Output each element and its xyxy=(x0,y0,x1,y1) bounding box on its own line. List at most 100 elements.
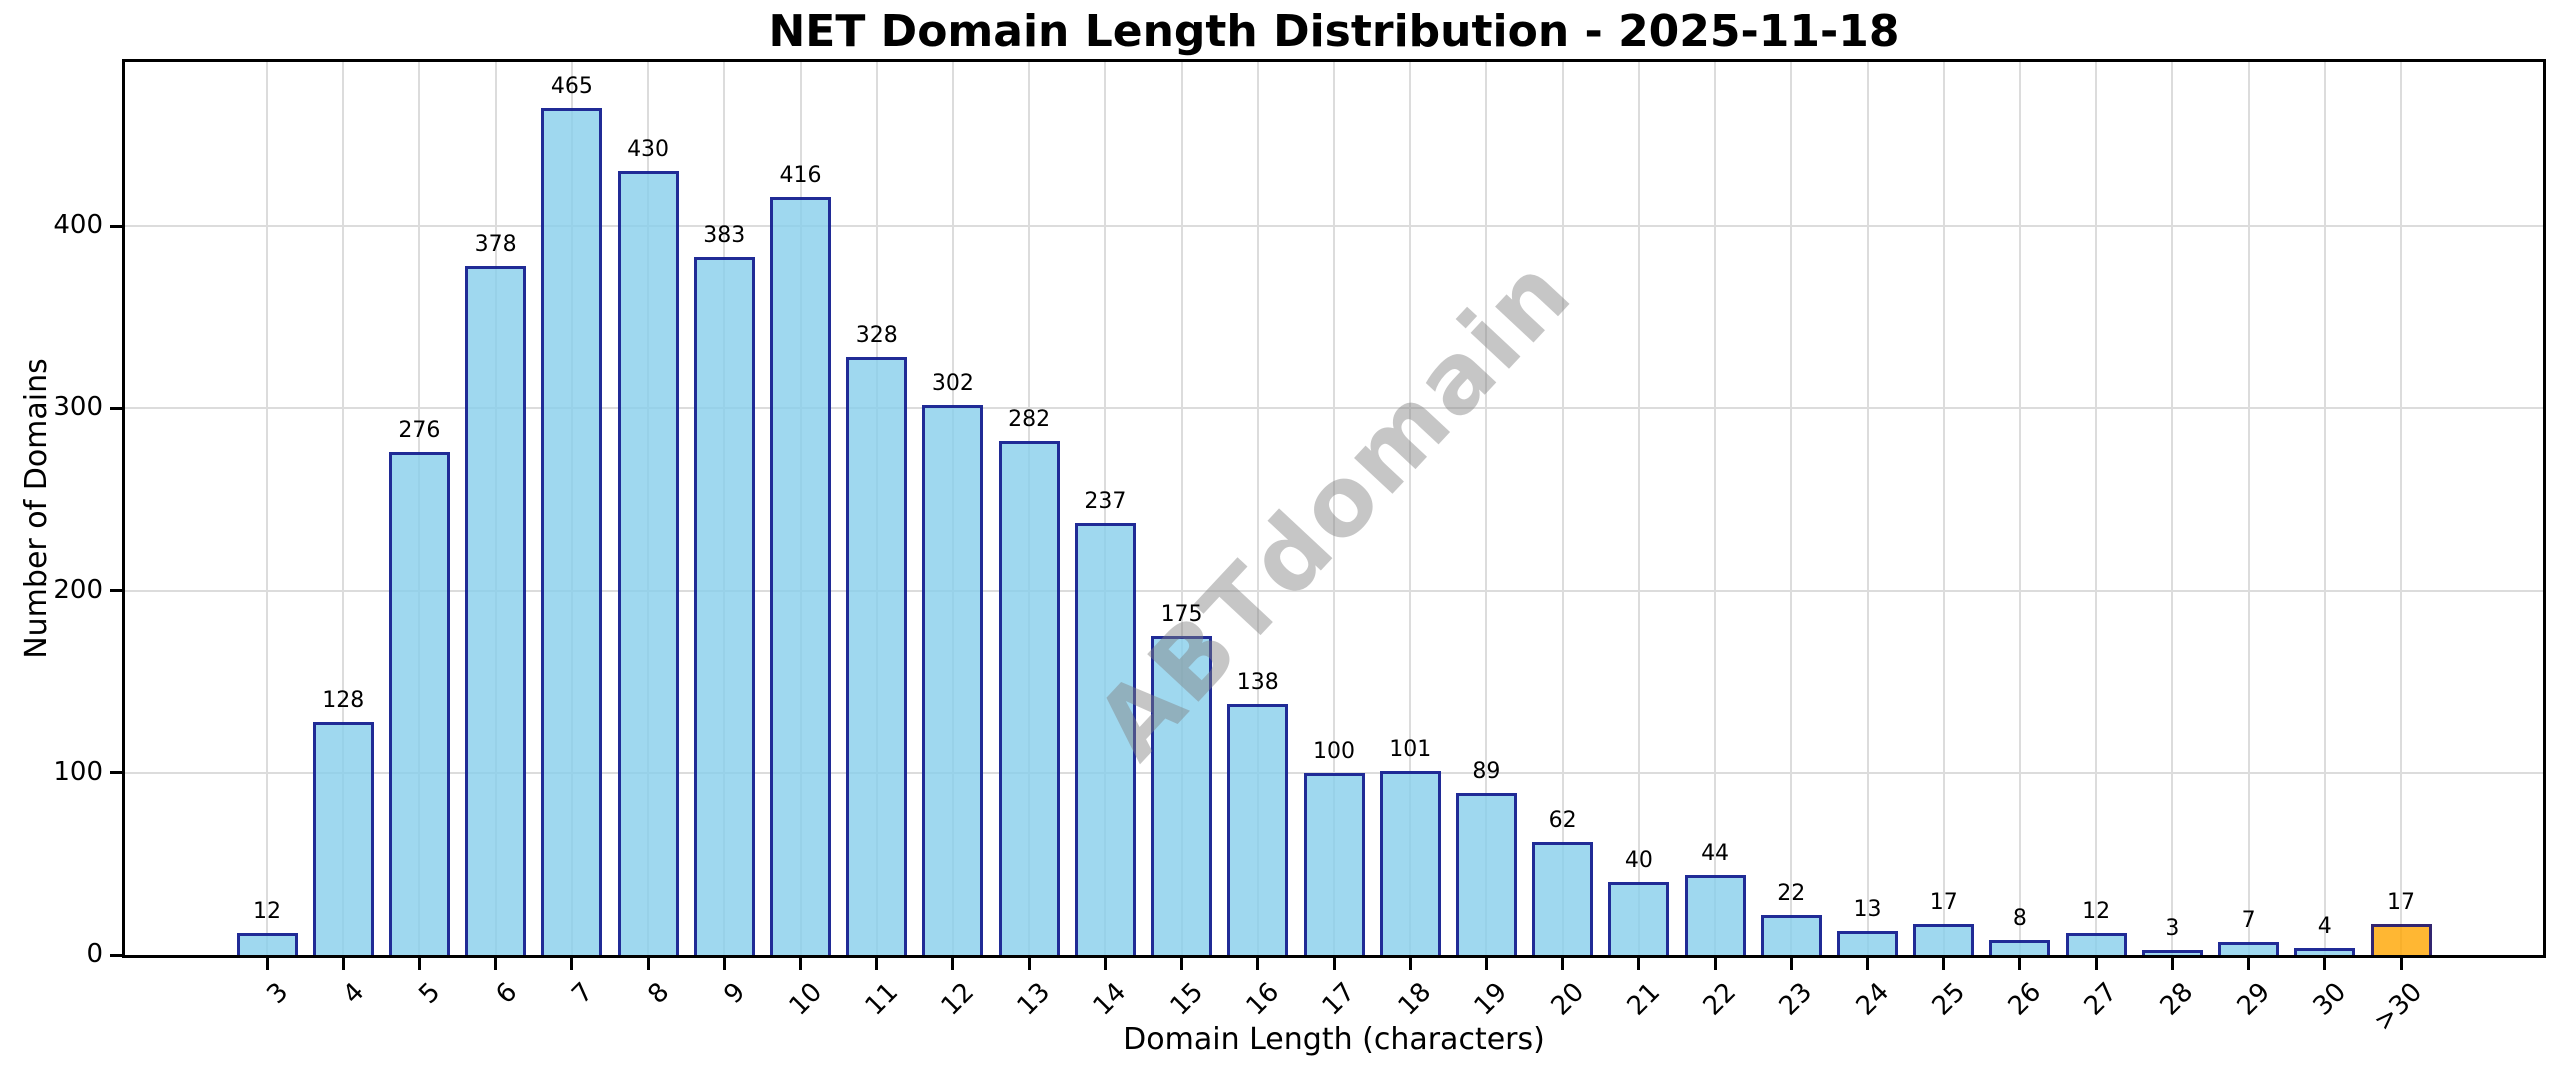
bar xyxy=(1913,924,1975,955)
gridline-v xyxy=(1866,62,1869,955)
y-tick-label: 100 xyxy=(53,756,103,787)
x-tick-mark xyxy=(1027,958,1031,970)
bar xyxy=(388,452,450,955)
y-tick-mark xyxy=(110,953,125,957)
x-tick-mark xyxy=(875,958,879,970)
bar xyxy=(2370,924,2432,955)
plot-area xyxy=(122,59,2546,958)
bar xyxy=(2218,942,2280,955)
x-tick-label: 13 xyxy=(1011,977,1057,1022)
x-tick-mark xyxy=(1180,958,1184,970)
bar-value-label: 101 xyxy=(1389,736,1432,762)
x-tick-label: 29 xyxy=(2231,977,2276,1022)
x-tick-label: 10 xyxy=(783,977,828,1022)
x-tick-mark xyxy=(1408,958,1412,970)
bar xyxy=(2141,949,2203,955)
y-tick-label: 400 xyxy=(53,210,103,241)
x-tick-label: 20 xyxy=(1545,977,1590,1022)
bar xyxy=(236,933,298,955)
chart-title: NET Domain Length Distribution - 2025-11… xyxy=(768,6,1900,57)
x-tick-label: 17 xyxy=(1316,977,1362,1022)
bar-value-label: 22 xyxy=(1777,880,1806,906)
bar xyxy=(541,107,603,955)
gridline-v xyxy=(1790,62,1793,955)
gridline-v xyxy=(266,62,268,955)
gridline-v xyxy=(2247,62,2250,955)
y-tick-mark xyxy=(110,406,125,410)
gridline-v xyxy=(2018,62,2021,955)
y-axis-label-wrap: Number of Domains xyxy=(6,62,66,955)
y-tick-label: 200 xyxy=(53,574,103,605)
bar xyxy=(1608,882,1670,955)
x-tick-mark xyxy=(1256,958,1260,970)
bar xyxy=(1151,636,1213,955)
y-tick-label: 0 xyxy=(86,939,103,969)
x-tick-mark xyxy=(1561,958,1565,970)
bar xyxy=(312,721,374,955)
x-tick-mark xyxy=(1789,958,1793,970)
bar xyxy=(617,171,679,955)
bar-value-label: 40 xyxy=(1624,848,1653,874)
gridline-v xyxy=(2400,62,2402,955)
bar-value-label: 62 xyxy=(1548,808,1577,833)
gridline-v xyxy=(1104,62,1107,955)
bar-value-label: 12 xyxy=(253,899,281,925)
gridline-v xyxy=(1714,62,1717,955)
x-tick-mark xyxy=(2399,958,2403,970)
gridline-v xyxy=(1409,62,1412,955)
bar-value-label: 465 xyxy=(550,73,593,99)
x-tick-label: 28 xyxy=(2154,977,2200,1022)
bar xyxy=(922,404,984,955)
x-tick-label: 18 xyxy=(1392,977,1438,1022)
gridline-v xyxy=(1942,62,1945,955)
bar xyxy=(1837,931,1898,955)
bar-value-label: 8 xyxy=(2012,906,2027,932)
x-tick-mark xyxy=(951,958,955,970)
x-tick-label: 26 xyxy=(2002,977,2048,1022)
gridline-v xyxy=(1637,62,1640,955)
x-tick-mark xyxy=(2170,958,2174,970)
x-tick-label: 16 xyxy=(1240,977,1285,1022)
bar xyxy=(1379,770,1441,955)
bar-value-label: 128 xyxy=(322,687,365,713)
bar-value-label: 383 xyxy=(703,223,746,248)
x-tick-label: 15 xyxy=(1164,977,1209,1022)
x-tick-mark xyxy=(1942,958,1946,970)
bar-value-label: 7 xyxy=(2241,908,2256,934)
bar-value-label: 44 xyxy=(1701,840,1730,866)
bar-value-label: 3 xyxy=(2165,915,2180,941)
x-tick-label: 3 xyxy=(261,977,295,1010)
gridline-v xyxy=(1561,62,1564,955)
x-tick-label: 11 xyxy=(859,977,904,1022)
x-tick-mark xyxy=(799,958,802,970)
bar-value-label: 302 xyxy=(931,370,974,396)
bar xyxy=(770,196,831,955)
bar xyxy=(693,257,755,955)
x-tick-mark xyxy=(646,958,650,970)
x-tick-mark xyxy=(1866,958,1869,970)
x-tick-label: 25 xyxy=(1926,977,1971,1022)
y-tick-mark xyxy=(110,771,125,775)
x-tick-label: 4 xyxy=(337,977,371,1010)
bar-value-label: 237 xyxy=(1084,489,1127,515)
x-tick-label: 12 xyxy=(935,977,981,1022)
bar xyxy=(998,441,1060,955)
bar-value-label: 282 xyxy=(1008,407,1051,433)
bar-value-label: 89 xyxy=(1472,758,1501,784)
x-tick-mark xyxy=(494,958,498,970)
bar-value-label: 4 xyxy=(2317,913,2332,939)
x-tick-label: 19 xyxy=(1469,977,1514,1022)
x-tick-mark xyxy=(1637,958,1641,970)
x-tick-mark xyxy=(1713,958,1717,970)
x-tick-mark xyxy=(341,958,345,970)
x-tick-label: 14 xyxy=(1087,977,1133,1022)
y-tick-mark xyxy=(110,589,125,592)
gridline-v xyxy=(342,62,345,955)
gridline-v xyxy=(2095,62,2098,955)
y-tick-label: 300 xyxy=(53,392,103,423)
bar-value-label: 378 xyxy=(474,232,517,258)
bar-value-label: 17 xyxy=(1929,890,1958,916)
bar xyxy=(1303,772,1365,955)
bar-value-label: 276 xyxy=(398,418,441,443)
bar-value-label: 328 xyxy=(855,323,898,349)
